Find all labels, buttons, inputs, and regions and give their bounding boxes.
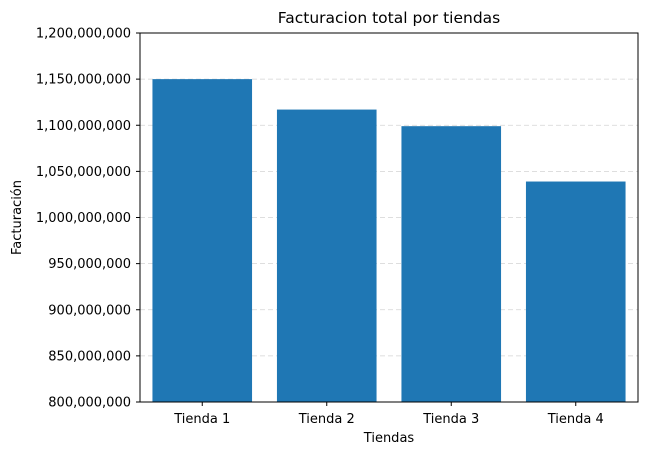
x-axis-ticks: Tienda 1 Tienda 2 Tienda 3 Tienda 4: [173, 402, 604, 427]
y-tick-label: 850,000,000: [48, 349, 131, 364]
y-tick-label: 1,100,000,000: [36, 119, 131, 134]
x-axis-title: Tiendas: [363, 431, 415, 446]
x-tick-label: Tienda 2: [298, 412, 355, 427]
y-tick-label: 900,000,000: [48, 303, 131, 318]
y-tick-label: 800,000,000: [48, 396, 131, 411]
x-tick-label: Tienda 3: [422, 412, 479, 427]
y-tick-label: 1,000,000,000: [36, 211, 131, 226]
y-axis-title: Facturación: [10, 180, 25, 255]
y-tick-label: 1,200,000,000: [36, 27, 131, 42]
y-axis-ticks: 800,000,000 850,000,000 900,000,000 950,000…: [36, 27, 140, 411]
x-tick-label: Tienda 1: [173, 412, 230, 427]
bars: [152, 79, 626, 403]
y-tick-label: 950,000,000: [48, 257, 131, 272]
bar: [401, 126, 502, 403]
bar: [276, 109, 377, 402]
x-tick-label: Tienda 4: [547, 412, 604, 427]
bar: [525, 181, 626, 402]
chart-title: Facturacion total por tiendas: [278, 9, 501, 27]
y-tick-label: 1,050,000,000: [36, 165, 131, 180]
bar: [152, 79, 253, 402]
y-tick-label: 1,150,000,000: [36, 73, 131, 88]
